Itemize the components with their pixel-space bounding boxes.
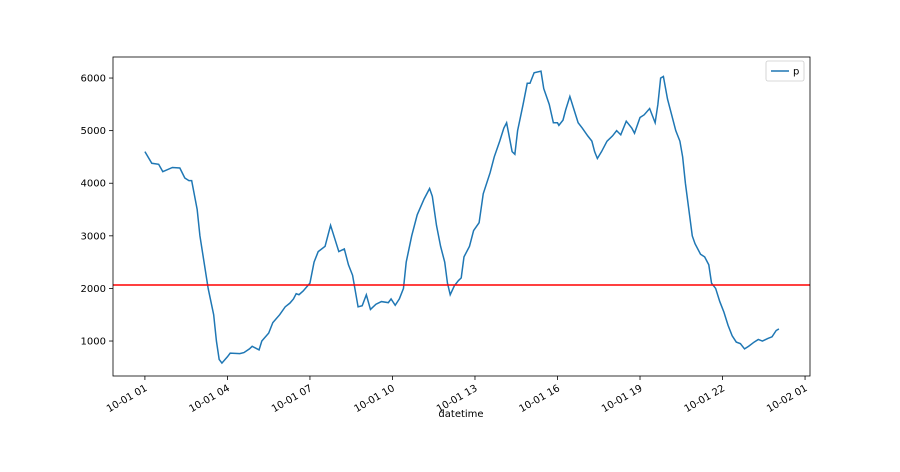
x-tick-label: 10-01 07 xyxy=(270,383,314,415)
x-axis-label: datetime xyxy=(438,409,483,420)
y-tick-label: 5000 xyxy=(81,126,106,137)
y-tick-label: 4000 xyxy=(81,179,106,190)
x-tick-label: 10-01 10 xyxy=(353,383,397,415)
y-tick-label: 1000 xyxy=(81,337,106,348)
x-tick-label: 10-01 22 xyxy=(683,383,727,415)
x-tick-label: 10-01 01 xyxy=(105,383,149,415)
y-tick-label: 2000 xyxy=(81,284,106,295)
line-series xyxy=(144,70,780,365)
y-tick-label: 3000 xyxy=(81,231,106,242)
y-tick-label: 6000 xyxy=(81,74,106,85)
x-tick-label: 10-01 04 xyxy=(187,383,231,415)
legend-label: p xyxy=(793,67,799,78)
x-tick-label: 10-01 19 xyxy=(600,383,644,415)
x-tick-label: 10-01 16 xyxy=(518,383,562,415)
axes-frame xyxy=(112,56,811,377)
x-tick-label: 10-02 01 xyxy=(765,383,809,415)
